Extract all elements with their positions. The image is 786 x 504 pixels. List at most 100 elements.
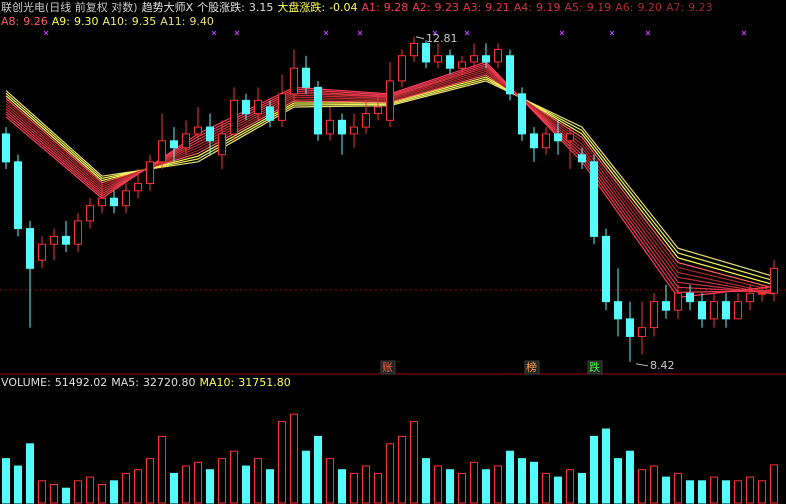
volume-bar — [158, 435, 166, 504]
volume-bar — [686, 480, 694, 504]
header-text: 大盘涨跌: — [277, 0, 325, 14]
volume-bar — [350, 472, 358, 504]
volume-bar — [38, 480, 46, 504]
volume-bar — [98, 484, 106, 504]
header-text: 9.40 — [189, 15, 214, 28]
candle-body — [170, 140, 178, 149]
marker — [323, 30, 329, 36]
candle-body — [62, 235, 70, 245]
volume-bar — [278, 421, 286, 504]
candle-body — [38, 243, 46, 261]
volume-bar — [758, 480, 766, 504]
candle-body — [134, 182, 142, 192]
volume-bar — [374, 472, 382, 504]
volume-bar — [218, 458, 226, 504]
volume-bar — [614, 458, 622, 504]
volume-bar — [530, 461, 538, 504]
candle-body — [710, 301, 718, 320]
header-text: 9.26 — [23, 15, 48, 28]
volume-bar — [242, 465, 250, 504]
volume-bar — [698, 480, 706, 504]
signal-box — [524, 360, 540, 375]
candle-body — [146, 161, 154, 184]
candle-body — [722, 301, 730, 320]
marker — [609, 30, 615, 36]
volume-bar — [518, 458, 526, 504]
volume-bar — [206, 469, 214, 504]
candle-body — [506, 55, 514, 95]
header-text: 9.21 — [485, 1, 510, 14]
header-text: 趋势大师X — [142, 0, 194, 14]
candle-body — [422, 42, 430, 63]
header-text: 51492.02 — [55, 376, 108, 389]
candle-body — [626, 318, 634, 337]
candle-body — [218, 133, 226, 156]
volume-bar — [2, 458, 10, 504]
candle-body — [590, 161, 598, 237]
marker — [741, 30, 747, 36]
header-text: 32720.80 — [143, 376, 196, 389]
candle-body — [698, 301, 706, 320]
volume-bar — [50, 484, 58, 504]
header-text: A11: — [160, 15, 185, 28]
header-text: 9.23 — [688, 1, 713, 14]
marker — [559, 30, 565, 36]
volume-bar — [434, 465, 442, 504]
volume-bar — [470, 461, 478, 504]
volume-bar — [194, 461, 202, 504]
candle-body — [2, 133, 10, 163]
candle-body — [758, 292, 766, 295]
volume-bar — [326, 458, 334, 504]
signal-label: 榜 — [526, 360, 537, 374]
volume-bar — [482, 469, 490, 504]
candle-body — [362, 113, 370, 128]
candle-body — [242, 99, 250, 115]
candle-body — [50, 235, 58, 245]
candle-body — [410, 42, 418, 57]
candle-body — [746, 292, 754, 303]
candle-body — [254, 99, 262, 115]
volume-bar — [650, 465, 658, 504]
volume-bar — [254, 458, 262, 504]
candle-body — [110, 197, 118, 207]
volume-bar — [62, 487, 70, 504]
candle-body — [530, 133, 538, 149]
signal-label: 跌 — [589, 360, 600, 374]
marker — [211, 30, 217, 36]
candle-body — [290, 67, 298, 95]
candle-body — [734, 301, 742, 320]
candle-body — [374, 106, 382, 115]
candle-body — [674, 292, 682, 311]
volume-bar — [134, 469, 142, 504]
candle-body — [14, 161, 22, 230]
candle-body — [566, 133, 574, 142]
candle-body — [578, 154, 586, 163]
header-text: MA10: — [200, 376, 235, 389]
header-text: A7: — [666, 1, 684, 14]
candle-body — [638, 327, 646, 337]
volume-bar — [290, 413, 298, 504]
marker — [43, 30, 49, 36]
candle-body — [518, 93, 526, 135]
candle-body — [554, 133, 562, 142]
header-text: A10: — [102, 15, 127, 28]
volume-bar — [386, 443, 394, 504]
candle-body — [614, 301, 622, 320]
volume-bar — [110, 480, 118, 504]
candle-body — [266, 106, 274, 121]
volume-bar — [590, 435, 598, 504]
candle-body — [398, 55, 406, 82]
candle-body — [182, 133, 190, 149]
annotation-arrow — [415, 36, 425, 40]
candle-body — [74, 220, 82, 245]
volume-bar — [578, 472, 586, 504]
candle-body — [26, 228, 34, 269]
candle-body — [494, 49, 502, 63]
header-text: 9.35 — [132, 15, 157, 28]
volume-bar — [122, 472, 130, 504]
header-text: 9.19 — [587, 1, 612, 14]
header-text: MA5: — [111, 376, 139, 389]
volume-bar — [554, 476, 562, 504]
marker — [645, 30, 651, 36]
